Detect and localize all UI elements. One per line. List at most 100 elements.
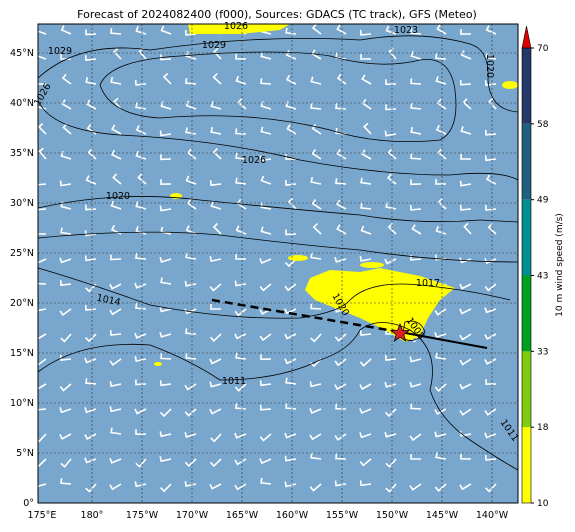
wind-barb [310,102,322,110]
lon-label: 150°W [376,510,409,521]
wind-barb [34,258,47,265]
colorbar-tick-label: 33 [537,347,548,357]
lat-label: 5°N [16,448,34,459]
wind-yellow-areas [154,24,518,366]
graticule: 175°E 180° 175°W 170°W 165°W 160°W 155°W 150°W 1… [10,24,518,521]
wind-barb [159,431,172,438]
wind-barb [209,283,222,292]
wind-barb [234,432,247,439]
wind-barb [385,458,397,468]
wind-barb [384,258,397,265]
wind-barb [459,483,472,491]
wind-barb [260,202,272,210]
isobar-label: 1011 [222,376,246,387]
wind-barb [159,205,172,212]
wind-barb [311,23,322,35]
wind-barb [135,458,147,468]
wind-barb [384,130,397,137]
wind-barb [85,29,97,36]
wind-barb [234,383,247,392]
wind-barb [260,126,272,135]
wind-barb [59,308,72,317]
wind-barb [35,79,47,85]
wind-barb [284,432,297,439]
wind-barb [213,47,222,60]
wind-barb [85,283,97,293]
wind-barb [309,381,322,388]
wind-barb [209,408,222,415]
wind-barb [135,201,147,210]
wind-barb [34,204,47,211]
wind-barb [84,55,97,62]
wind-barb [85,378,97,385]
wind-barb [185,175,197,185]
wind-barb [84,357,97,364]
wind-barb [385,25,397,35]
wind-barb [184,280,197,287]
wind-barb [334,358,347,367]
wind-barb [235,75,247,85]
wind-barb [285,377,297,385]
lon-label: 155°W [326,510,359,521]
lat-label: 25°N [10,248,34,259]
wind-barb [410,78,422,85]
colorbar-segment [522,48,531,124]
wind-barb [259,155,272,162]
wind-barb [285,402,297,410]
wind-barb [436,24,447,35]
wind-barb [159,256,172,264]
lat-label: 45°N [10,48,34,59]
wind-barb [184,458,197,468]
isobar-label: 1023 [394,25,418,36]
wind-barb [485,379,497,385]
wind-barb [410,102,422,110]
wind-barb [234,483,247,491]
wind-barb [84,433,97,441]
wind-barb [386,173,397,185]
wind-barb [234,308,247,317]
wind-barb [334,333,347,342]
wind-barb [209,381,222,388]
wind-barb [434,332,447,339]
isobar-label: 1029 [48,46,72,57]
wind-barb [385,104,397,111]
wind-barb [460,453,472,460]
wind-barb [160,277,172,285]
wind-barb [434,431,447,438]
wind-barb [62,123,72,135]
wind-barb [385,201,397,210]
wind-barb [113,97,122,110]
wind-barb [159,380,172,387]
lon-label: 160°W [276,510,309,521]
wind-barb [135,226,147,235]
wind-barb [359,480,372,487]
wind-barb [284,455,297,462]
wind-barb [260,354,272,361]
wind-barb [259,404,272,411]
colorbar-segment [522,275,531,352]
wind-barb [110,77,122,85]
colorbar-tick-label: 18 [537,423,549,433]
wind-barb [35,433,47,443]
wind-barb [284,258,297,268]
wind-barb [185,127,197,135]
wind-barb [485,52,497,60]
wind-barb [212,148,222,160]
wind-barb [360,177,372,185]
wind-barb [235,225,247,235]
lat-label: 30°N [10,198,34,209]
lat-label: 15°N [10,348,34,359]
wind-barb [284,308,297,315]
wind-barb [285,74,297,85]
wind-barb [159,331,172,338]
wind-barb [336,73,347,85]
isobar-label: 1020 [484,54,495,78]
wind-barb [434,308,447,316]
wind-barb [359,383,372,391]
colorbar-tick-label: 43 [537,272,548,282]
colorbar-tick-label: 49 [537,196,549,206]
wind-barb [459,408,472,416]
wind-barb [209,458,222,468]
colorbar-label: 10 m wind speed (m/s) [555,213,565,317]
wind-barb [361,149,372,160]
